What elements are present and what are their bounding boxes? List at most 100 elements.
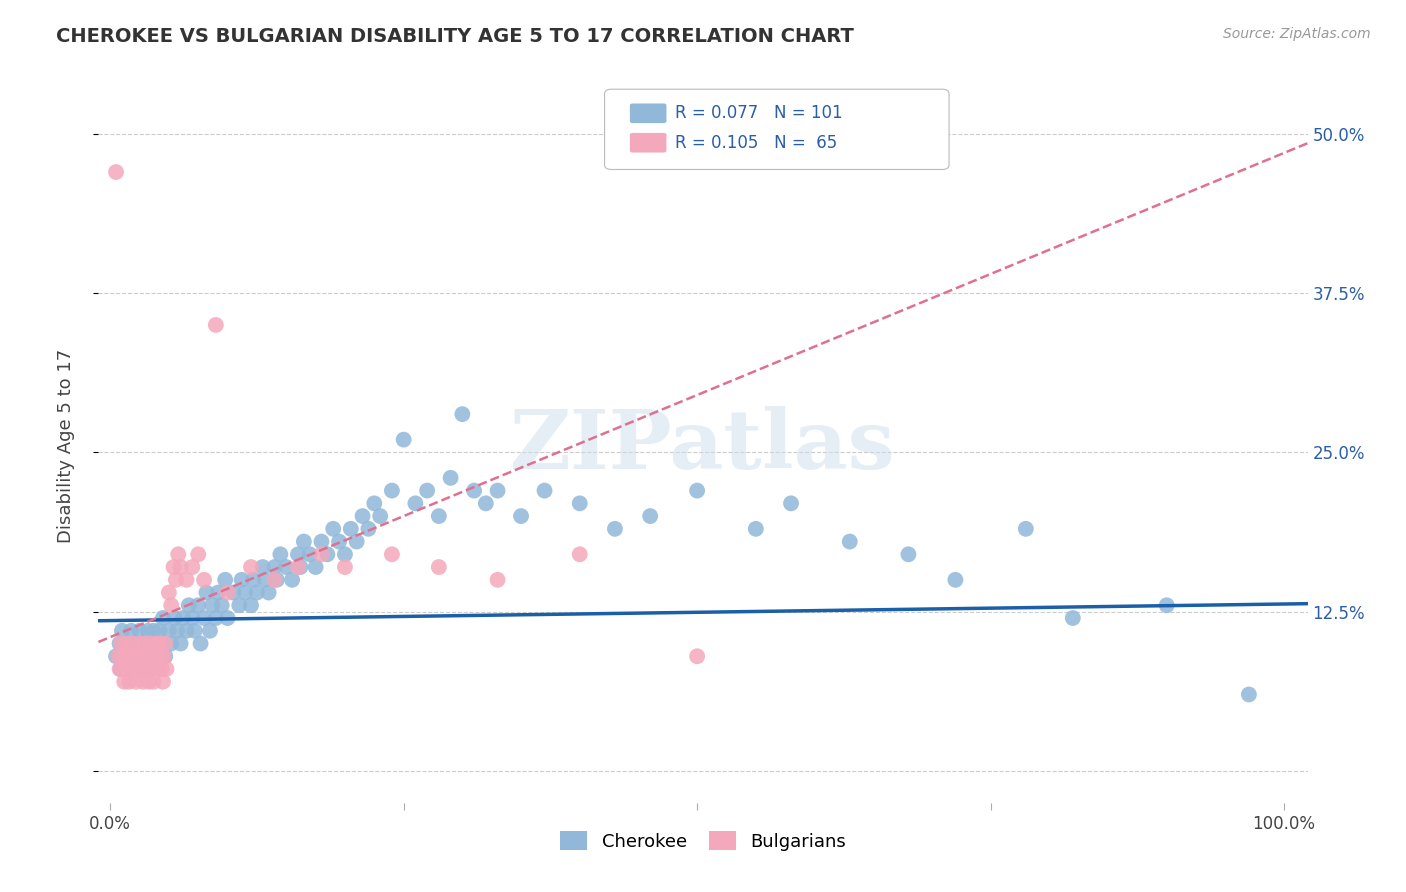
Point: [138, 674, 160, 689]
Point: [121, 636, 143, 650]
Point: [198, 624, 221, 638]
Point: [945, 573, 967, 587]
Point: [111, 624, 134, 638]
Point: [108, 662, 131, 676]
Point: [183, 624, 205, 638]
Point: [131, 649, 153, 664]
Point: [204, 611, 226, 625]
Point: [416, 483, 439, 498]
Point: [193, 611, 215, 625]
Point: [638, 509, 661, 524]
Point: [1015, 522, 1038, 536]
Y-axis label: Disability Age 5 to 17: Disability Age 5 to 17: [56, 349, 75, 543]
Point: [152, 611, 174, 625]
Point: [486, 483, 509, 498]
Point: [120, 662, 142, 676]
Point: [169, 560, 191, 574]
Point: [155, 636, 177, 650]
Legend: Cherokee, Bulgarians: Cherokee, Bulgarians: [553, 824, 853, 858]
Point: [276, 560, 298, 574]
Point: [167, 547, 190, 561]
Point: [263, 560, 285, 574]
Point: [146, 649, 169, 664]
Point: [141, 649, 163, 664]
Point: [187, 547, 209, 561]
Point: [363, 496, 385, 510]
Point: [120, 624, 142, 638]
Point: [165, 573, 187, 587]
Point: [143, 649, 166, 664]
Point: [328, 534, 350, 549]
Text: CHEROKEE VS BULGARIAN DISABILITY AGE 5 TO 17 CORRELATION CHART: CHEROKEE VS BULGARIAN DISABILITY AGE 5 T…: [56, 27, 853, 45]
Point: [269, 547, 291, 561]
Point: [125, 674, 148, 689]
Point: [132, 674, 155, 689]
Point: [427, 560, 450, 574]
Point: [475, 496, 498, 510]
Point: [176, 573, 198, 587]
Point: [128, 636, 150, 650]
Point: [352, 509, 374, 524]
Point: [357, 522, 380, 536]
Point: [145, 636, 167, 650]
Point: [486, 573, 509, 587]
Point: [266, 573, 288, 587]
Point: [181, 611, 204, 625]
Point: [105, 165, 128, 179]
Point: [201, 599, 224, 613]
Point: [110, 636, 132, 650]
Point: [290, 560, 312, 574]
Point: [287, 560, 309, 574]
Point: [177, 599, 200, 613]
Point: [190, 636, 212, 650]
Text: Source: ZipAtlas.com: Source: ZipAtlas.com: [1223, 27, 1371, 41]
Point: [686, 649, 709, 664]
Point: [135, 662, 157, 676]
Point: [146, 649, 169, 664]
Point: [141, 662, 163, 676]
Point: [404, 496, 426, 510]
Point: [381, 483, 404, 498]
Point: [217, 585, 239, 599]
Point: [228, 599, 250, 613]
Point: [568, 547, 591, 561]
Point: [166, 624, 188, 638]
Point: [439, 471, 461, 485]
Point: [142, 624, 165, 638]
Point: [346, 534, 368, 549]
Point: [298, 547, 321, 561]
Point: [172, 611, 194, 625]
Point: [143, 636, 166, 650]
Point: [322, 522, 344, 536]
Point: [160, 599, 183, 613]
Point: [533, 483, 555, 498]
Point: [463, 483, 485, 498]
Point: [115, 636, 138, 650]
Point: [1156, 599, 1178, 613]
Point: [112, 649, 135, 664]
Point: [242, 573, 264, 587]
Point: [510, 509, 533, 524]
Text: R = 0.077   N = 101: R = 0.077 N = 101: [675, 104, 842, 122]
Point: [134, 649, 156, 664]
Point: [139, 636, 162, 650]
Point: [157, 624, 180, 638]
Point: [163, 611, 186, 625]
Point: [107, 649, 129, 664]
Point: [157, 585, 180, 599]
Point: [897, 547, 920, 561]
Point: [122, 649, 145, 664]
Point: [1237, 688, 1260, 702]
Point: [150, 662, 173, 676]
Point: [240, 560, 263, 574]
Point: [1062, 611, 1084, 625]
Point: [148, 636, 170, 650]
Point: [368, 509, 391, 524]
Point: [222, 585, 245, 599]
Point: [233, 585, 256, 599]
Point: [246, 585, 269, 599]
Point: [838, 534, 860, 549]
Point: [333, 560, 356, 574]
Point: [153, 649, 176, 664]
Point: [252, 560, 274, 574]
